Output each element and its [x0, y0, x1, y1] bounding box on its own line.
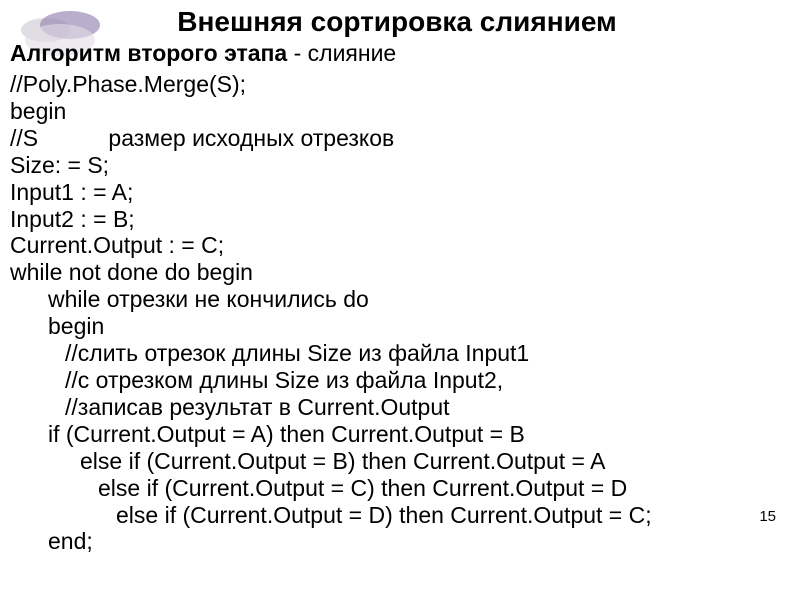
code-line: //записав результат в Current.Output	[10, 394, 794, 421]
subtitle-bold: Алгоритм второго этапа	[10, 40, 287, 66]
subtitle-rest: - слияние	[287, 40, 396, 66]
code-line: //с отрезком длины Size из файла Input2,	[10, 367, 794, 394]
code-line: //S размер исходных отрезков	[10, 125, 794, 152]
code-line: //Poly.Phase.Merge(S);	[10, 71, 794, 98]
code-line: //слить отрезок длины Size из файла Inpu…	[10, 340, 794, 367]
code-line: end;	[10, 528, 794, 555]
code-line: else if (Current.Output = D) then Curren…	[10, 502, 794, 529]
slide-title: Внешняя сортировка слиянием	[0, 0, 794, 40]
code-line: if (Current.Output = A) then Current.Out…	[10, 421, 794, 448]
code-line: while отрезки не кончились do	[10, 286, 794, 313]
code-line: Input1 : = A;	[10, 179, 794, 206]
code-line: else if (Current.Output = C) then Curren…	[10, 475, 794, 502]
code-line: Size: = S;	[10, 152, 794, 179]
code-line: Current.Output : = C;	[10, 232, 794, 259]
code-line: Input2 : = B;	[10, 206, 794, 233]
code-line: while not done do begin	[10, 259, 794, 286]
slide-subtitle: Алгоритм второго этапа - слияние	[0, 40, 794, 67]
code-block: //Poly.Phase.Merge(S); begin //S размер …	[0, 67, 794, 555]
code-line: begin	[10, 313, 794, 340]
code-line: else if (Current.Output = B) then Curren…	[10, 448, 794, 475]
code-line: begin	[10, 98, 794, 125]
